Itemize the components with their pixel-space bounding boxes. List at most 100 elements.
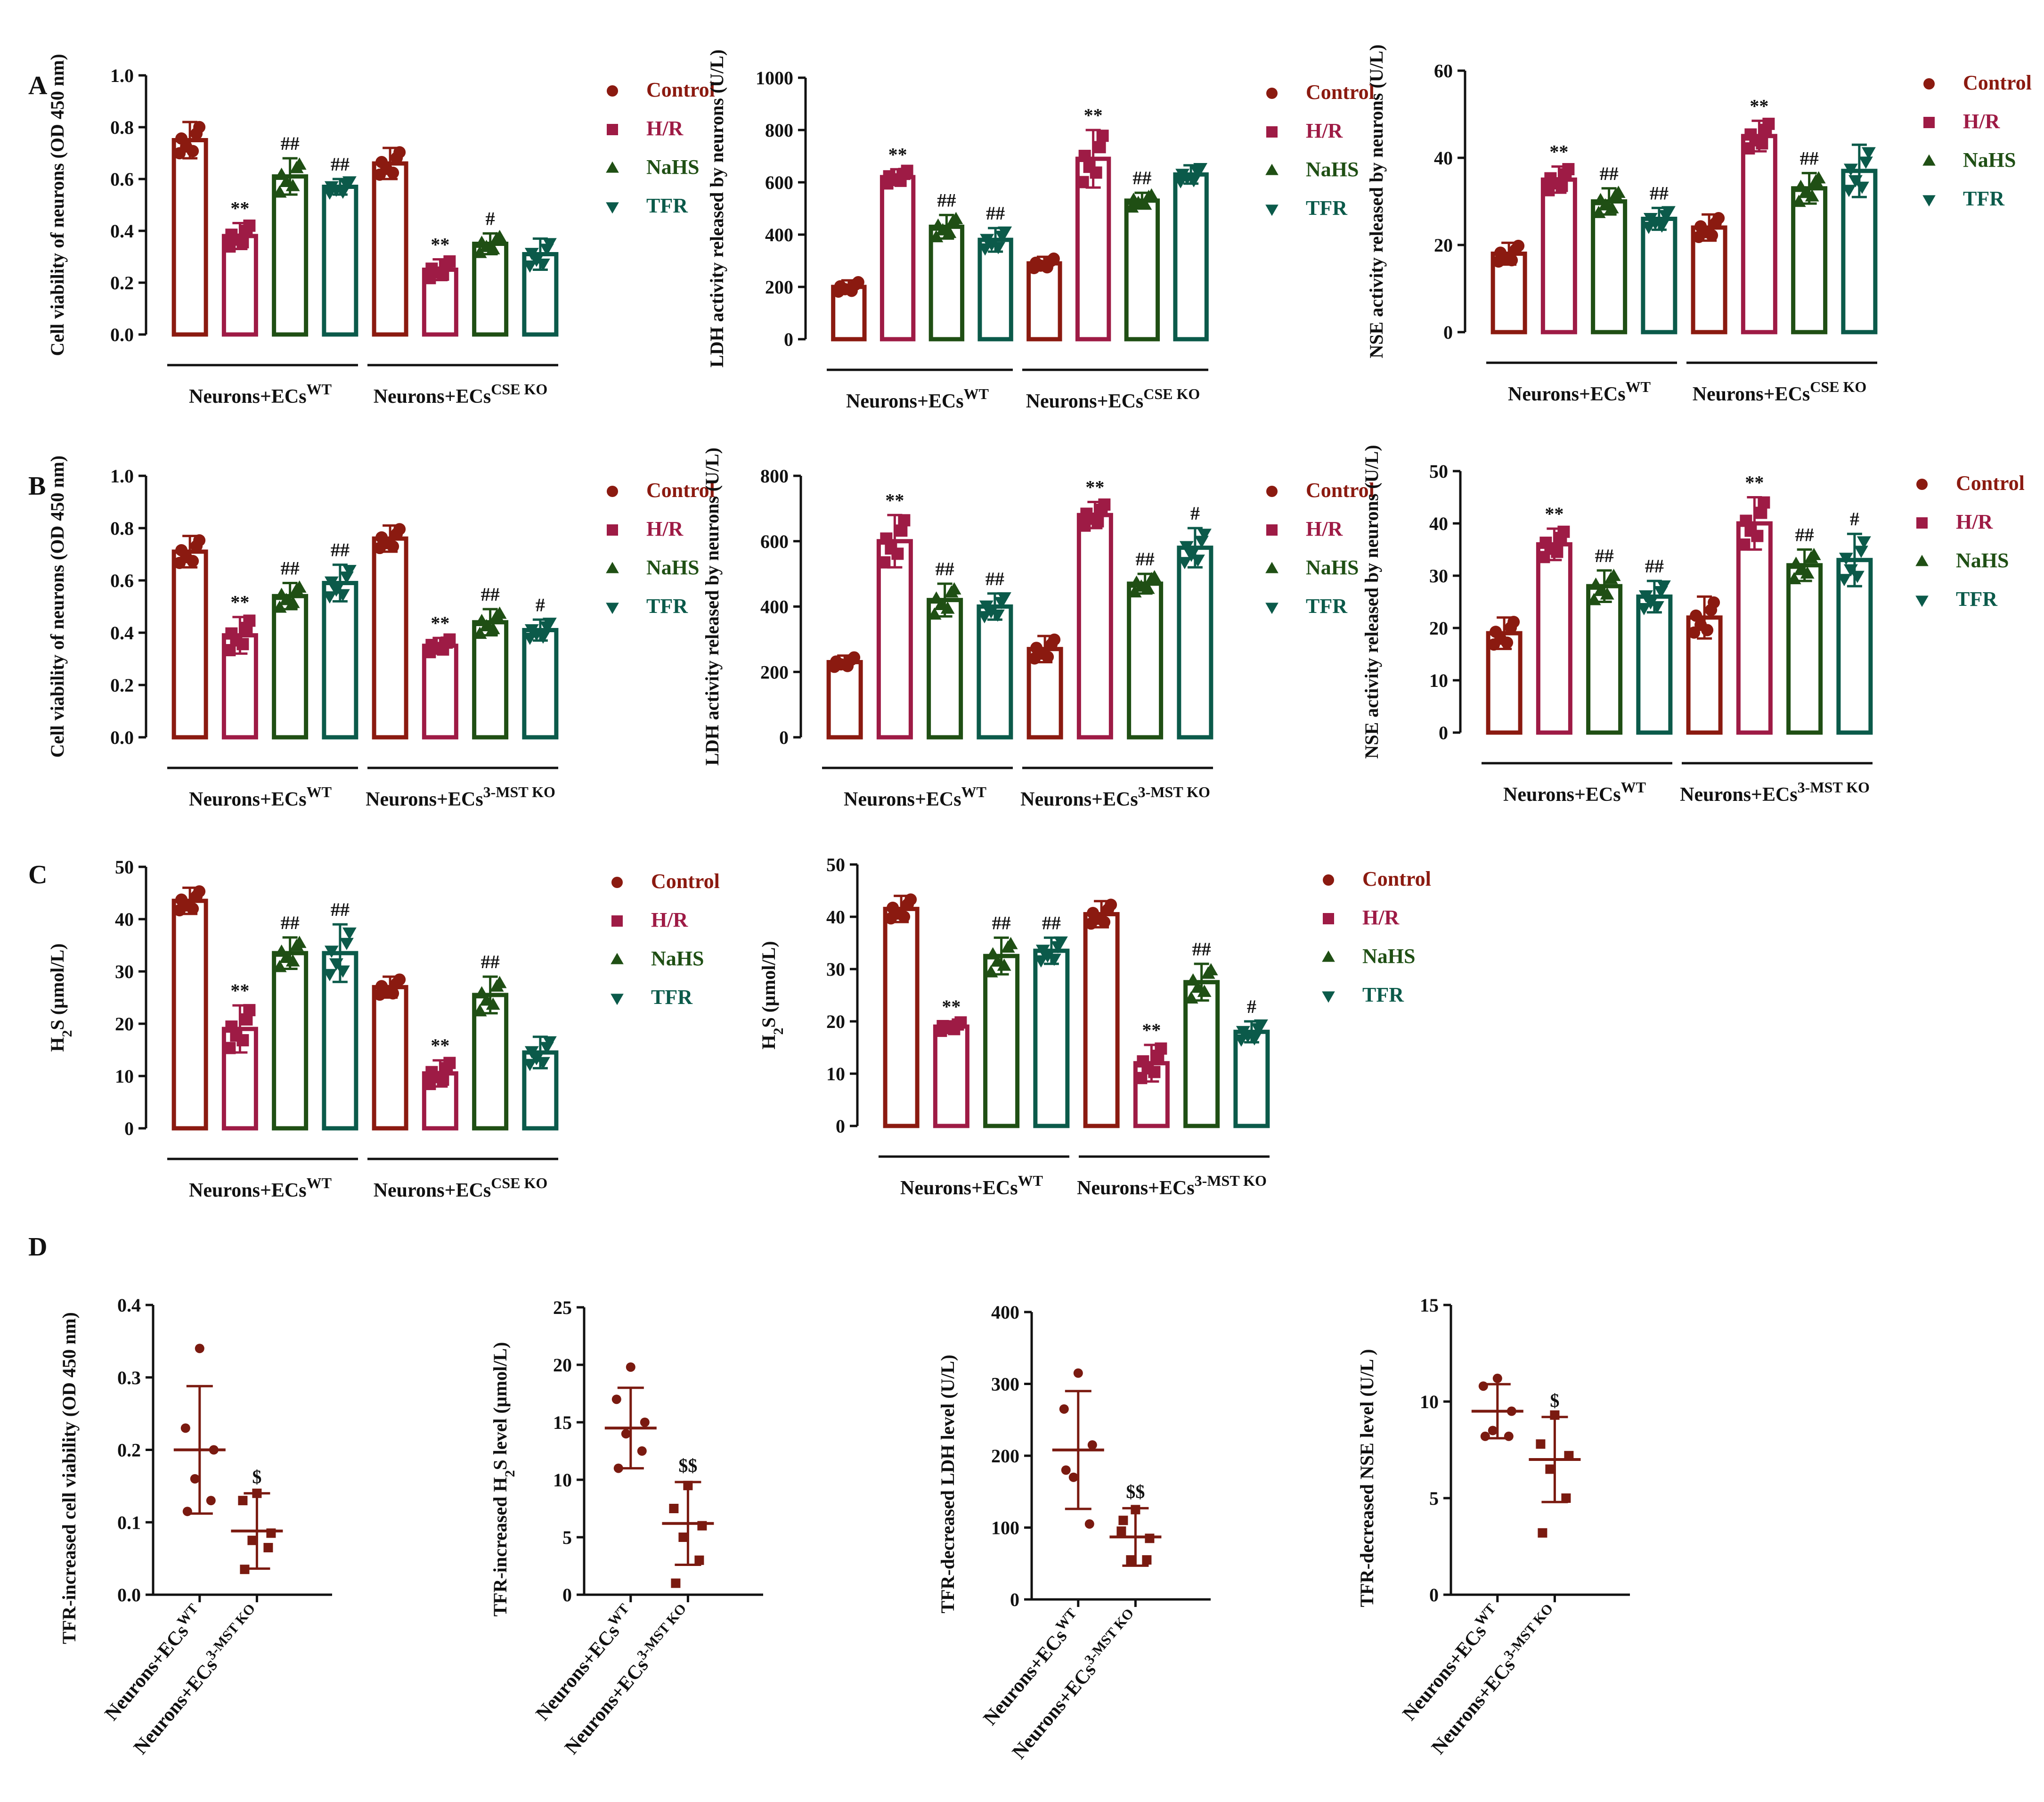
legend-entry: TFR [651,986,693,1009]
data-point [1551,546,1564,558]
data-point [991,242,1006,254]
data-point [694,1555,704,1565]
y-tick-label: 50 [826,854,845,875]
data-point [1653,586,1668,599]
bar [422,644,458,740]
data-point [522,633,537,645]
data-point [539,244,554,256]
data-point [984,965,998,978]
legend-entry: NaHS [651,947,704,970]
data-point [1076,176,1089,188]
scatter-chart-3: 0 100 200 300 400 TFR-decreased LDH level (U/… [937,1302,1211,1763]
data-point [1186,973,1200,986]
data-point [1751,530,1764,542]
data-point [1059,1404,1069,1414]
y-tick-label: 0.3 [117,1367,141,1388]
data-point [209,1445,219,1455]
data-point [329,584,343,597]
significance-mark: ## [1800,147,1819,169]
data-point [536,631,550,644]
y-axis-label: H2S (µmol/L) [47,943,75,1052]
data-point [1116,1526,1126,1536]
data-point [238,1496,248,1506]
y-tick-label: 20 [553,1354,572,1376]
data-point [1744,128,1757,141]
bar [1540,177,1577,334]
significance-mark: ## [331,539,350,561]
y-tick-label: 60 [1434,60,1453,82]
y-tick-label: 40 [1429,513,1448,534]
data-point [880,532,893,545]
data-point [1251,1023,1265,1036]
data-point [1041,261,1053,274]
data-point [1593,193,1608,205]
y-tick-label: 30 [115,961,134,982]
bar-chart-6: 0 10 20 30 40 50 NSE activity released by neur… [1361,445,2025,806]
data-point [180,1423,190,1433]
data-point [1805,189,1819,202]
data-point [1738,538,1751,551]
significance-mark: ## [1645,555,1664,577]
legend-entry: NaHS [646,155,699,179]
data-point [1561,1493,1571,1503]
legend-marker [1265,163,1279,175]
bar [983,954,1020,1128]
data-point [1658,210,1673,222]
data-point [1843,163,1858,176]
data-point [339,571,354,584]
data-point [272,185,287,198]
legend-marker [1915,554,1929,566]
legend-entry: TFR [1956,587,1998,611]
legend-marker [1323,874,1334,886]
bar-chart-3: 0 20 40 60 NSE activity released by neurons … [1366,44,2032,405]
data-point [1090,166,1102,179]
data-point [375,980,388,993]
significance-mark: ** [1545,503,1564,524]
data-point [1808,174,1823,187]
data-point [995,230,1010,243]
data-point [1587,593,1601,605]
y-tick-label: 0.0 [110,727,134,748]
data-point [1638,590,1653,603]
significance-mark: ## [1600,163,1619,184]
category-label: Neurons+ECsWT [98,1601,208,1725]
data-point [1177,557,1192,570]
data-point [1690,609,1702,622]
data-point [1555,531,1567,544]
data-point [1042,651,1054,663]
data-point [279,175,293,188]
y-tick-label: 0 [784,329,793,350]
data-point [240,1565,250,1574]
legend-marker [1323,913,1334,924]
group-label: Neurons+ECsWT [189,1174,332,1201]
data-point [1118,1516,1128,1525]
significance-mark: ** [431,612,449,634]
data-point [437,1073,449,1086]
data-point [375,156,388,169]
y-tick-label: 0.4 [117,1295,141,1316]
data-point [671,1578,681,1588]
data-point [190,890,203,903]
data-point [979,600,993,613]
y-tick-label: 0 [1439,722,1448,743]
panel-label-B: B [28,472,46,501]
legend-entry: TFR [1306,196,1348,220]
significance-mark: ## [481,584,500,605]
data-point [252,1488,262,1498]
y-axis-label: TFR-increased H2S level (µmol/L) [489,1342,518,1617]
bar [1127,581,1164,740]
significance-mark: $ [252,1466,261,1487]
significance-mark: ## [331,154,350,175]
data-point [990,954,1005,967]
data-point [1694,220,1707,233]
data-point [845,285,858,297]
y-tick-label: 10 [115,1066,134,1087]
scatter-chart-1: 0.0 0.1 0.2 0.3 0.4 TFR-increased cell viabil… [58,1295,332,1759]
significance-mark: ## [281,912,300,933]
data-point [236,638,249,651]
data-point [1755,506,1767,519]
data-point [1545,1464,1555,1474]
data-point [1236,1026,1250,1038]
y-tick-label: 0.4 [110,622,134,644]
bar [1636,594,1673,735]
